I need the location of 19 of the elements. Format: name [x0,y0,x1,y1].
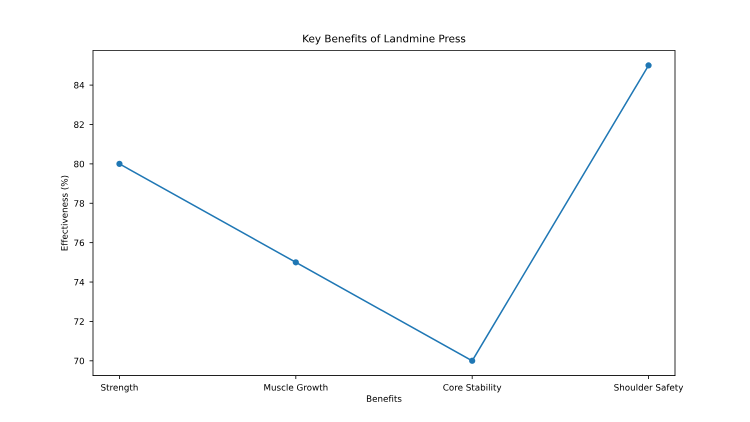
y-tick-label: 80 [74,160,84,168]
y-tick-label: 72 [74,318,84,325]
x-tick-label: Core Stability [443,384,502,392]
y-tick-label: 70 [74,358,84,364]
point [645,62,652,69]
y-tick-label: 78 [74,200,84,207]
y-axis-title: Effectiveness (%) [60,176,69,250]
x-tick-label: Shoulder Safety [614,384,684,392]
point [116,160,123,167]
y-tick-label: 84 [74,82,84,89]
x-tick-label: Strength [101,384,138,392]
x-tick-label: Muscle Growth [264,384,328,391]
x-axis-title: Benefits [366,395,402,402]
chart-title: Key Benefits of Landmine Press [303,34,466,44]
point [469,358,476,364]
y-tick-label: 74 [74,278,84,286]
y-tick-label: 82 [74,121,84,128]
point [292,259,299,266]
y-tick-label: 76 [74,239,84,246]
